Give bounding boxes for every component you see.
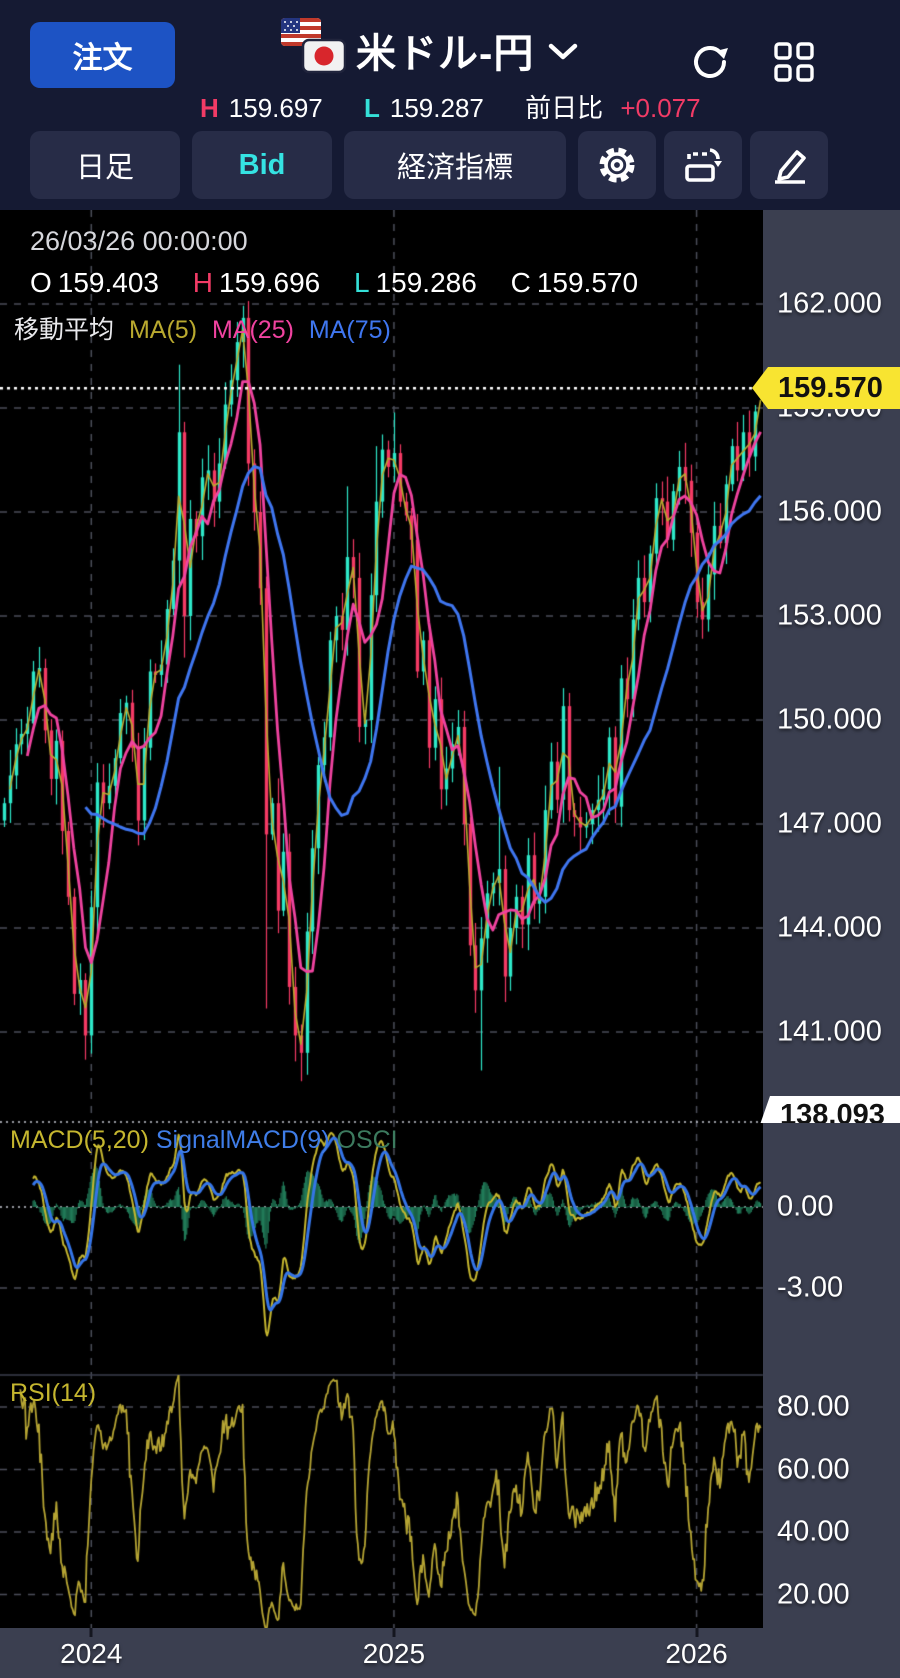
time-axis-bar[interactable]	[0, 1628, 900, 1678]
change-value: +0.077	[620, 93, 701, 123]
bid-ask-toggle[interactable]: Bid	[192, 131, 332, 199]
order-button[interactable]: 注文	[30, 22, 175, 88]
current-price-value: 159.570	[778, 372, 883, 404]
low-price-value: 138.093	[780, 1099, 885, 1123]
low-price-tag: 138.093	[756, 1096, 900, 1123]
instrument-selector[interactable]: 米ドル-円	[280, 10, 578, 90]
axis-tick	[392, 1628, 396, 1637]
chart-toolbar: 日足 Bid 経済指標	[0, 120, 900, 210]
draw-pencil-icon[interactable]	[750, 131, 828, 199]
price-chart-canvas[interactable]	[0, 210, 900, 1628]
layout-grid-icon[interactable]	[770, 38, 818, 86]
rotate-screen-icon[interactable]	[664, 131, 742, 199]
change-label: 前日比	[525, 93, 604, 123]
high-label: H	[200, 93, 219, 123]
currency-pair-flags-icon	[280, 17, 347, 84]
low-value: 159.287	[389, 93, 484, 123]
economic-indicators-button[interactable]: 経済指標	[344, 131, 566, 199]
high-value: 159.697	[228, 93, 323, 123]
low-price-tag-clip: 138.093	[752, 1096, 900, 1123]
low-label: L	[364, 93, 380, 123]
current-price-tag: 159.570	[752, 367, 900, 409]
header: 注文	[0, 0, 900, 123]
chevron-down-icon	[548, 43, 578, 66]
timeframe-button[interactable]: 日足	[30, 131, 180, 199]
page-title: 米ドル-円	[356, 32, 535, 76]
price-axis-gutter[interactable]	[763, 210, 900, 1628]
chart-area: 26/03/26 00:00:00 O 159.403 H 159.696 L 159…	[0, 210, 900, 1678]
settings-gear-icon[interactable]	[578, 131, 656, 199]
axis-tick	[695, 1628, 699, 1637]
axis-tick	[89, 1628, 93, 1637]
daily-high-low-row: H 159.697 L 159.287 前日比 +0.077	[200, 88, 711, 125]
refresh-icon[interactable]	[686, 38, 734, 86]
